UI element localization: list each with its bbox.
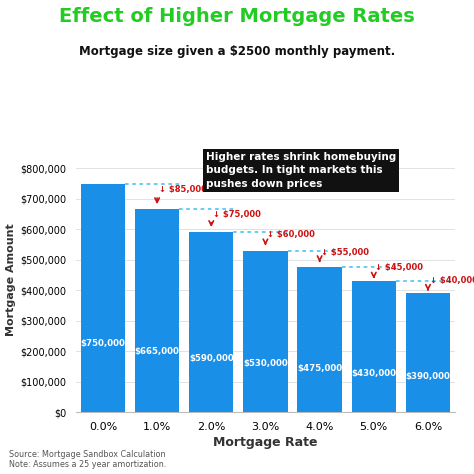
Y-axis label: Mortgage Amount: Mortgage Amount (6, 223, 16, 336)
Bar (352, 281, 396, 412)
Text: ↓ $60,000: ↓ $60,000 (267, 230, 315, 239)
Text: ↓ $55,000: ↓ $55,000 (321, 248, 369, 257)
Text: ↓ $40,000: ↓ $40,000 (429, 276, 474, 285)
Text: ↓ $75,000: ↓ $75,000 (213, 210, 261, 219)
Bar (243, 251, 288, 412)
Text: $590,000: $590,000 (189, 354, 234, 363)
Text: Source: Mortgage Sandbox Calculation
Note: Assumes a 25 year amortization.: Source: Mortgage Sandbox Calculation Not… (9, 450, 167, 469)
X-axis label: Mortgage Rate: Mortgage Rate (213, 436, 318, 449)
Text: Mortgage size given a $2500 monthly payment.: Mortgage size given a $2500 monthly paym… (79, 45, 395, 58)
Text: $390,000: $390,000 (406, 372, 450, 381)
Bar (297, 267, 342, 412)
Text: $475,000: $475,000 (297, 365, 342, 374)
Text: Effect of Higher Mortgage Rates: Effect of Higher Mortgage Rates (59, 7, 415, 26)
Text: ↓ $45,000: ↓ $45,000 (375, 264, 423, 273)
Bar (406, 293, 450, 412)
Text: $530,000: $530,000 (243, 359, 288, 368)
Bar (81, 183, 125, 412)
Bar (189, 232, 234, 412)
Text: Higher rates shrink homebuying
budgets. In tight markets this
pushes down prices: Higher rates shrink homebuying budgets. … (206, 152, 396, 189)
Text: ↓ $85,000: ↓ $85,000 (159, 185, 207, 194)
Text: $430,000: $430,000 (351, 368, 396, 377)
Text: $750,000: $750,000 (81, 339, 125, 348)
Text: $665,000: $665,000 (135, 347, 180, 356)
Bar (135, 210, 179, 412)
